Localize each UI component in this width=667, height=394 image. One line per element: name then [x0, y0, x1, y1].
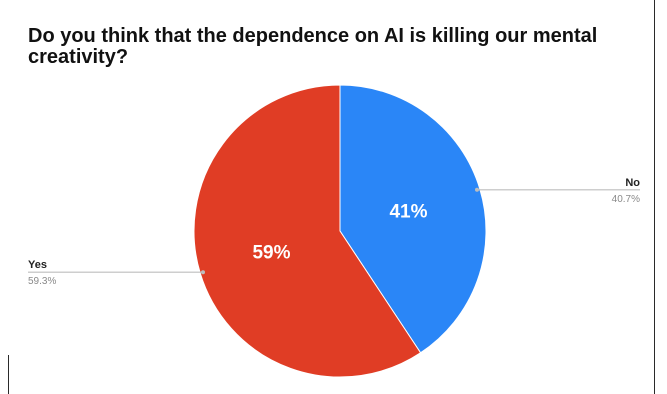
category-label-no: No [625, 177, 640, 189]
leader-dot-no [475, 187, 479, 192]
category-label-yes: Yes [28, 259, 47, 271]
percent-label-no: 40.7% [612, 194, 640, 205]
percent-label-yes: 59.3% [28, 276, 56, 287]
slice-yes [193, 84, 422, 378]
chart-title: Do you think that the dependence on AI i… [28, 25, 598, 68]
frame-edge [8, 355, 9, 394]
slice-label-yes: 59% [252, 243, 290, 264]
leader-dot-yes [201, 270, 205, 275]
slice-label-no: 41% [389, 201, 427, 222]
